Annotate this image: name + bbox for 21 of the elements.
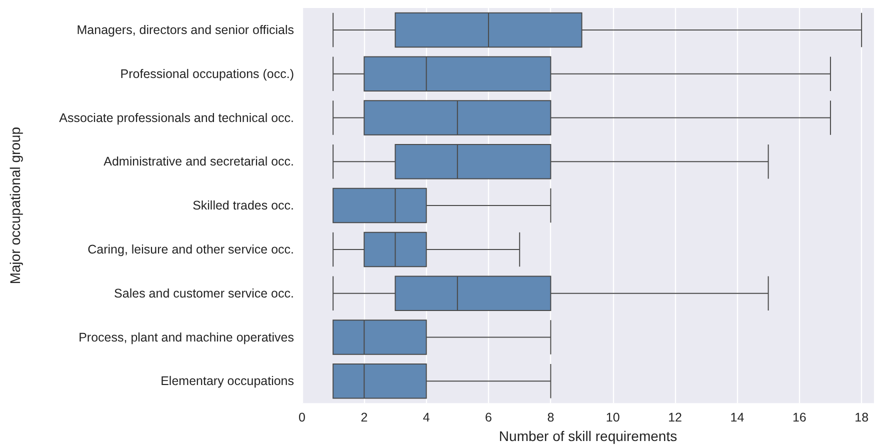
x-tick-label: 8 — [547, 410, 554, 425]
y-tick-label: Skilled trades occ. — [192, 198, 294, 213]
y-tick-label: Caring, leisure and other service occ. — [88, 242, 294, 256]
x-tick-label: 16 — [792, 410, 806, 425]
x-tick-label: 4 — [422, 410, 430, 425]
x-tick-label: 6 — [485, 410, 492, 425]
y-tick-label: Associate professionals and technical occ. — [59, 110, 294, 125]
y-axis-title: Major occupational group — [7, 126, 23, 284]
x-tick-label: 14 — [730, 410, 744, 425]
y-tick-label: Sales and customer service occ. — [114, 286, 294, 300]
y-tick-label: Administrative and secretarial occ. — [104, 154, 294, 169]
y-tick-label: Process, plant and machine operatives — [78, 330, 294, 344]
y-tick-label: Professional occupations (occ.) — [120, 66, 294, 81]
x-axis-title: Number of skill requirements — [498, 428, 678, 444]
x-tick-label: 2 — [360, 410, 368, 425]
x-tick-label: 18 — [854, 410, 869, 425]
x-tick-label: 0 — [298, 410, 306, 425]
x-tick-label: 12 — [668, 410, 682, 425]
y-tick-label: Elementary occupations — [160, 374, 294, 388]
y-tick-label: Managers, directors and senior officials — [76, 22, 294, 37]
x-tick-label: 10 — [606, 410, 620, 425]
